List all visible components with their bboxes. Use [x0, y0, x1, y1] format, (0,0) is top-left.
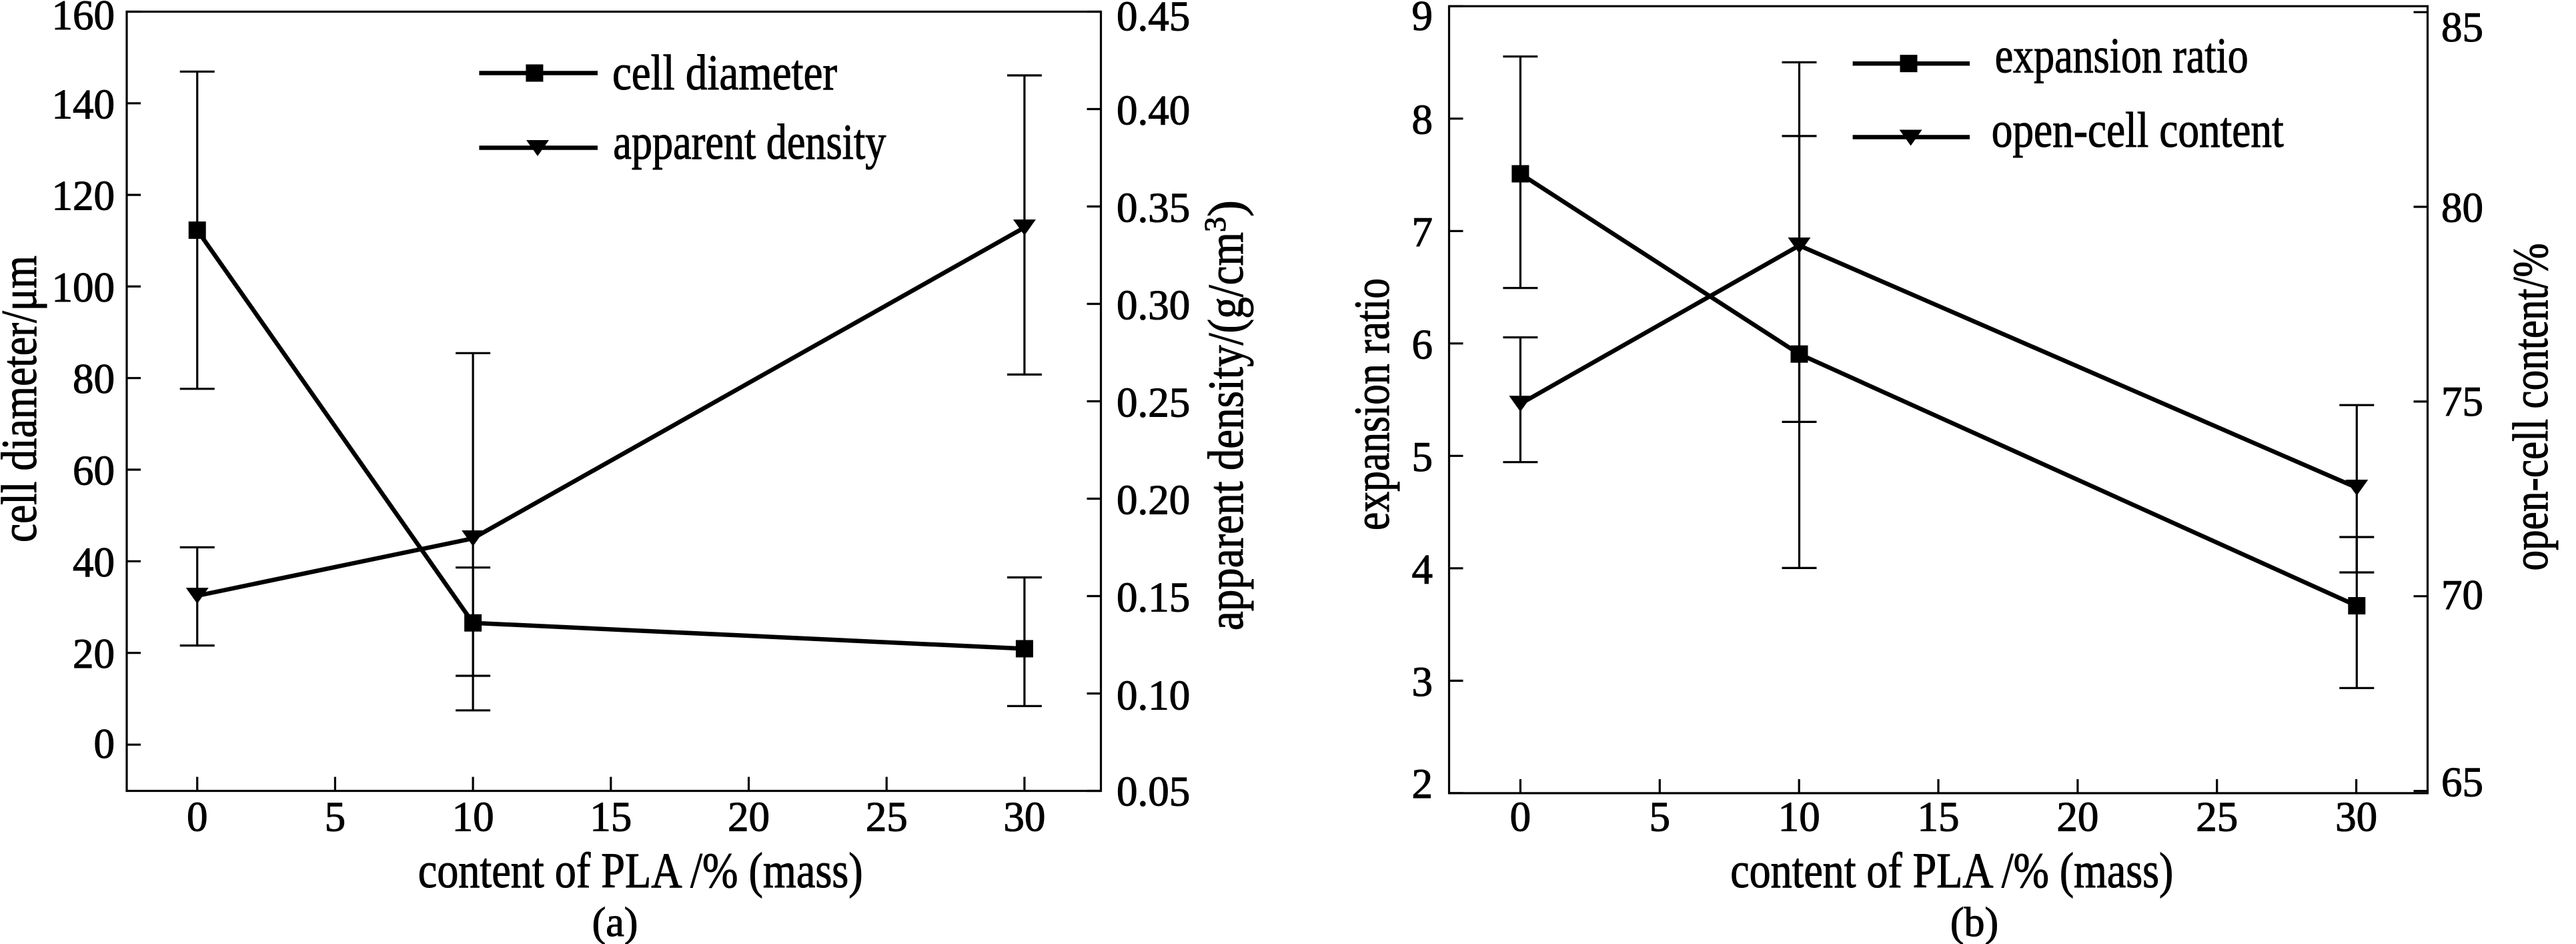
svg-text:70: 70	[2441, 572, 2483, 618]
svg-text:9: 9	[1412, 0, 1433, 39]
svg-text:5: 5	[325, 794, 346, 841]
svg-text:25: 25	[866, 794, 908, 841]
svg-text:0.20: 0.20	[1117, 477, 1190, 524]
svg-text:140: 140	[52, 81, 115, 127]
svg-text:120: 120	[52, 173, 115, 219]
svg-text:(a): (a)	[592, 900, 638, 944]
svg-text:20: 20	[2056, 794, 2098, 841]
svg-text:0.05: 0.05	[1117, 769, 1190, 815]
svg-text:75: 75	[2441, 378, 2483, 425]
svg-text:30: 30	[2335, 794, 2377, 841]
svg-text:30: 30	[1003, 794, 1045, 841]
svg-text:25: 25	[2196, 794, 2238, 841]
svg-text:40: 40	[73, 539, 115, 586]
svg-text:0.25: 0.25	[1117, 380, 1190, 426]
svg-text:20: 20	[73, 630, 115, 677]
svg-text:0: 0	[94, 721, 115, 767]
svg-text:content of PLA /% (mass): content of PLA /% (mass)	[1730, 843, 2173, 899]
svg-text:cell diameter: cell diameter	[612, 45, 837, 101]
svg-text:15: 15	[1918, 794, 1960, 841]
svg-text:(b): (b)	[1950, 900, 1998, 944]
svg-text:8: 8	[1412, 97, 1433, 143]
svg-text:0.45: 0.45	[1117, 0, 1190, 40]
svg-text:open-cell content: open-cell content	[1992, 103, 2284, 158]
svg-text:7: 7	[1412, 209, 1433, 256]
svg-text:expansion ratio: expansion ratio	[1345, 278, 1400, 530]
svg-text:80: 80	[73, 356, 115, 402]
svg-text:100: 100	[52, 264, 115, 311]
svg-text:0: 0	[187, 794, 208, 841]
svg-text:content of PLA /% (mass): content of PLA /% (mass)	[418, 843, 863, 899]
svg-text:0: 0	[1510, 794, 1531, 841]
svg-text:160: 160	[52, 0, 115, 39]
svg-text:4: 4	[1412, 546, 1433, 593]
svg-text:60: 60	[73, 448, 115, 494]
svg-text:3: 3	[1412, 658, 1433, 705]
svg-text:5: 5	[1650, 794, 1671, 841]
svg-text:6: 6	[1412, 322, 1433, 368]
svg-text:0.10: 0.10	[1117, 672, 1190, 719]
svg-text:20: 20	[728, 794, 770, 841]
svg-text:80: 80	[2441, 185, 2483, 231]
svg-text:10: 10	[1778, 794, 1820, 841]
svg-text:0.35: 0.35	[1117, 185, 1190, 231]
svg-text:15: 15	[590, 794, 632, 841]
svg-text:5: 5	[1412, 434, 1433, 480]
svg-text:expansion ratio: expansion ratio	[1995, 29, 2248, 84]
svg-text:0.40: 0.40	[1117, 87, 1190, 134]
svg-text:65: 65	[2441, 759, 2483, 805]
svg-text:85: 85	[2441, 4, 2483, 51]
svg-text:2: 2	[1412, 761, 1433, 807]
svg-text:0.15: 0.15	[1117, 574, 1190, 621]
svg-text:apparent density/(g/cm3): apparent density/(g/cm3)	[1198, 200, 1254, 630]
svg-text:10: 10	[452, 794, 494, 841]
svg-text:apparent density: apparent density	[613, 115, 886, 170]
svg-text:cell diameter/μm: cell diameter/μm	[0, 256, 47, 542]
svg-text:0.30: 0.30	[1117, 282, 1190, 329]
svg-text:open-cell content/%: open-cell content/%	[2503, 244, 2559, 571]
